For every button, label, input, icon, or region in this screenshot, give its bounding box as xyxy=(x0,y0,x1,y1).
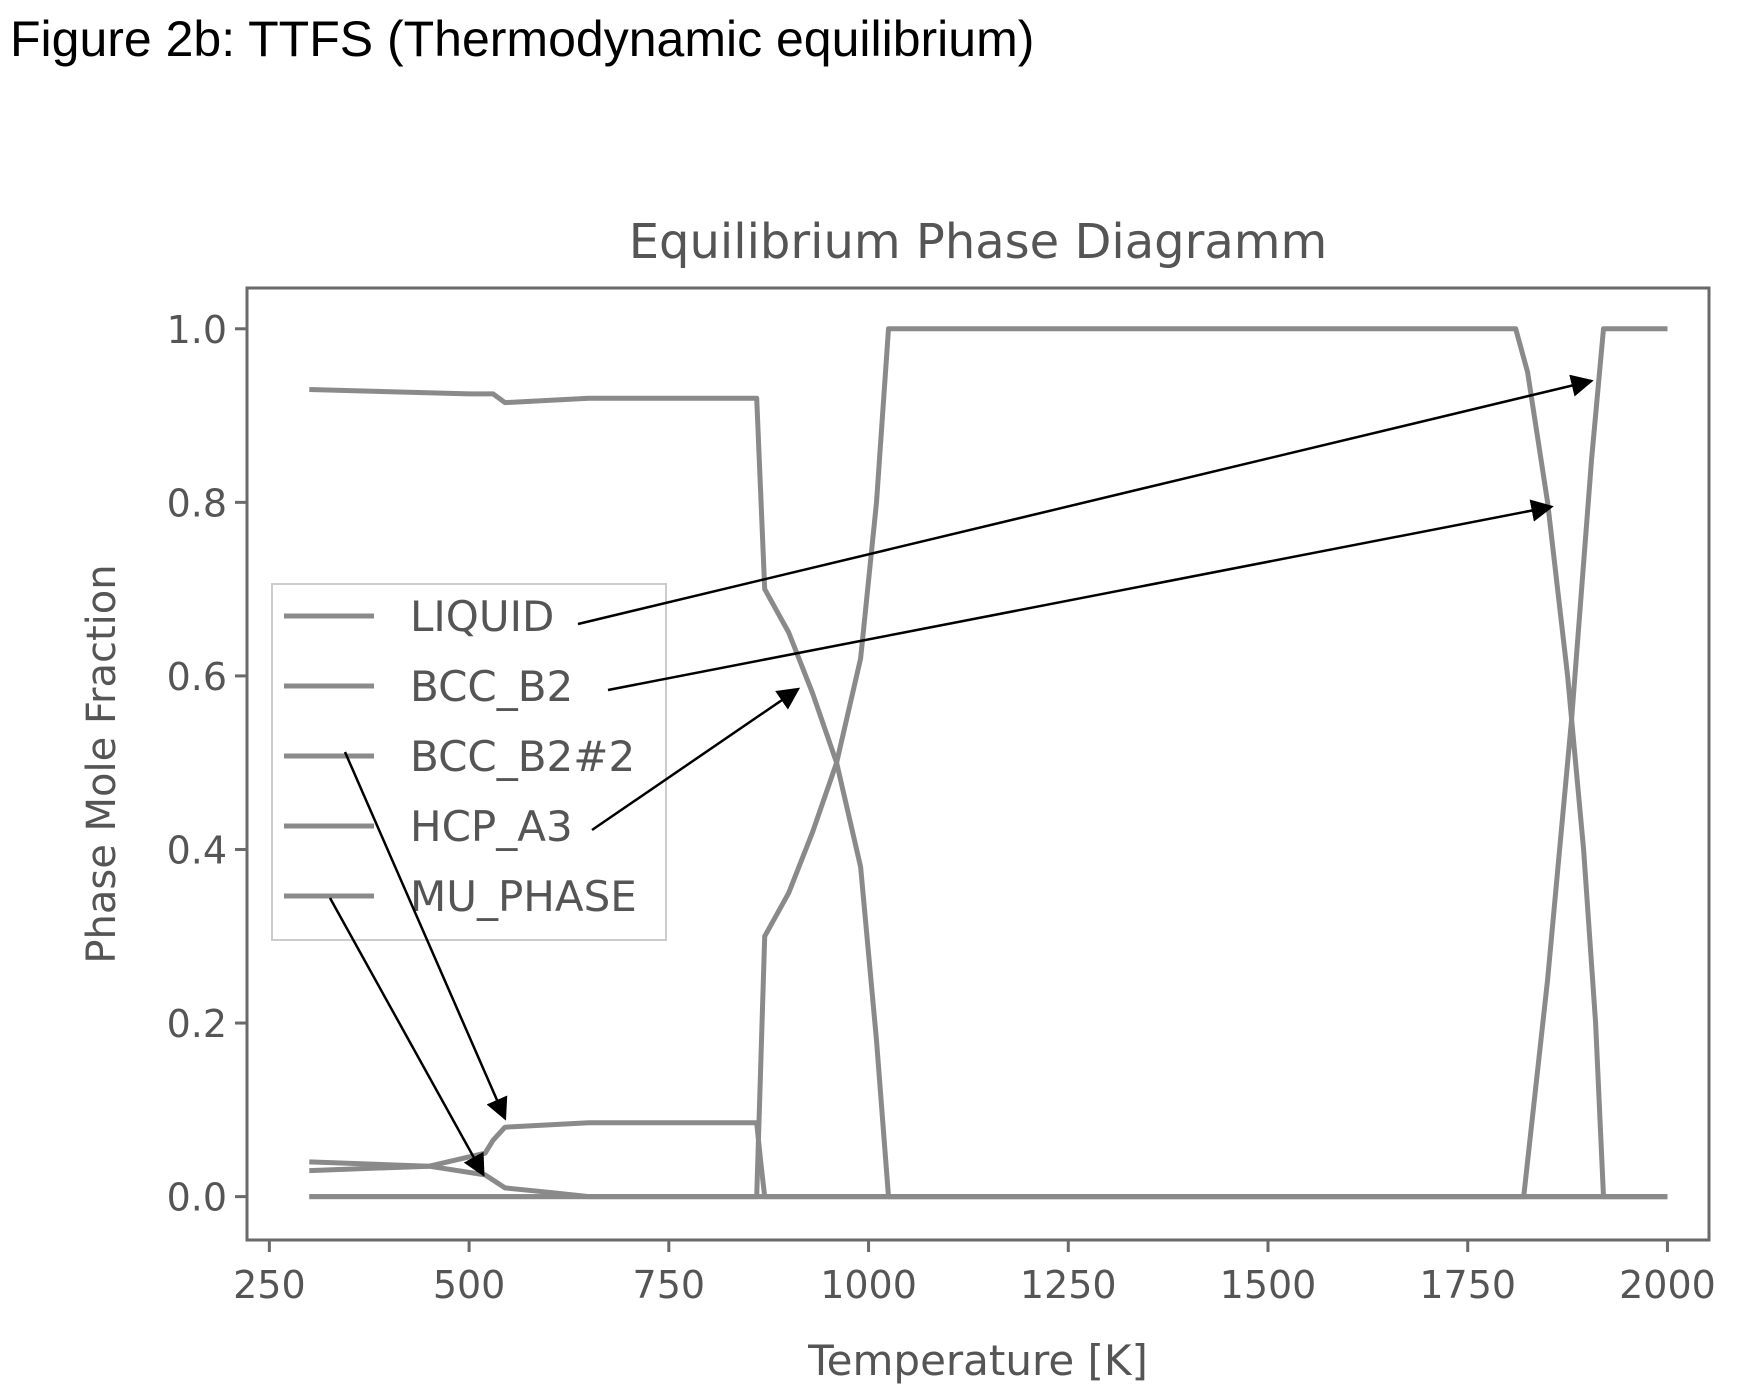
series-line-mu_phase xyxy=(309,1159,1668,1200)
annotation-arrow xyxy=(591,687,801,832)
annotation-arrow xyxy=(577,374,1594,626)
annotation-arrow xyxy=(343,751,508,1121)
x-tick-label: 1500 xyxy=(1220,1263,1317,1307)
legend-label: BCC_B2#2 xyxy=(410,732,635,781)
x-tick-label: 250 xyxy=(233,1263,306,1307)
y-axis-label: Phase Mole Fraction xyxy=(79,564,125,963)
x-axis-label: Temperature [K] xyxy=(807,1336,1148,1385)
legend-label: LIQUID xyxy=(410,592,554,641)
y-tick-label: 0.8 xyxy=(167,481,227,525)
series-line-bcc_b2#2 xyxy=(309,1120,1668,1200)
x-tick-label: 1000 xyxy=(820,1263,917,1307)
series-line-hcp_a3 xyxy=(309,387,1668,1200)
legend-label: HCP_A3 xyxy=(410,802,573,851)
legend-label: BCC_B2 xyxy=(410,662,573,711)
legend-box xyxy=(271,583,667,941)
x-tick-label: 2000 xyxy=(1619,1263,1716,1307)
x-tick-label: 1750 xyxy=(1419,1263,1516,1307)
x-tick-label: 1250 xyxy=(1020,1263,1117,1307)
chart-title: Equilibrium Phase Diagramm xyxy=(629,214,1328,270)
y-tick-label: 0.4 xyxy=(167,828,227,872)
plot-frame xyxy=(245,286,1711,1242)
series-line-bcc_b2 xyxy=(309,326,1668,1200)
y-tick-label: 0.6 xyxy=(167,655,227,699)
x-tick-label: 500 xyxy=(433,1263,506,1307)
x-tick-label: 750 xyxy=(633,1263,706,1307)
y-tick-label: 1.0 xyxy=(167,308,227,352)
annotation-arrow xyxy=(607,499,1554,692)
y-tick-label: 0.2 xyxy=(167,1002,227,1046)
y-tick-label: 0.0 xyxy=(167,1176,227,1220)
legend-label: MU_PHASE xyxy=(410,872,637,921)
annotation-arrow xyxy=(328,897,485,1177)
figure-caption: Figure 2b: TTFS (Thermodynamic equilibri… xyxy=(10,11,1035,67)
